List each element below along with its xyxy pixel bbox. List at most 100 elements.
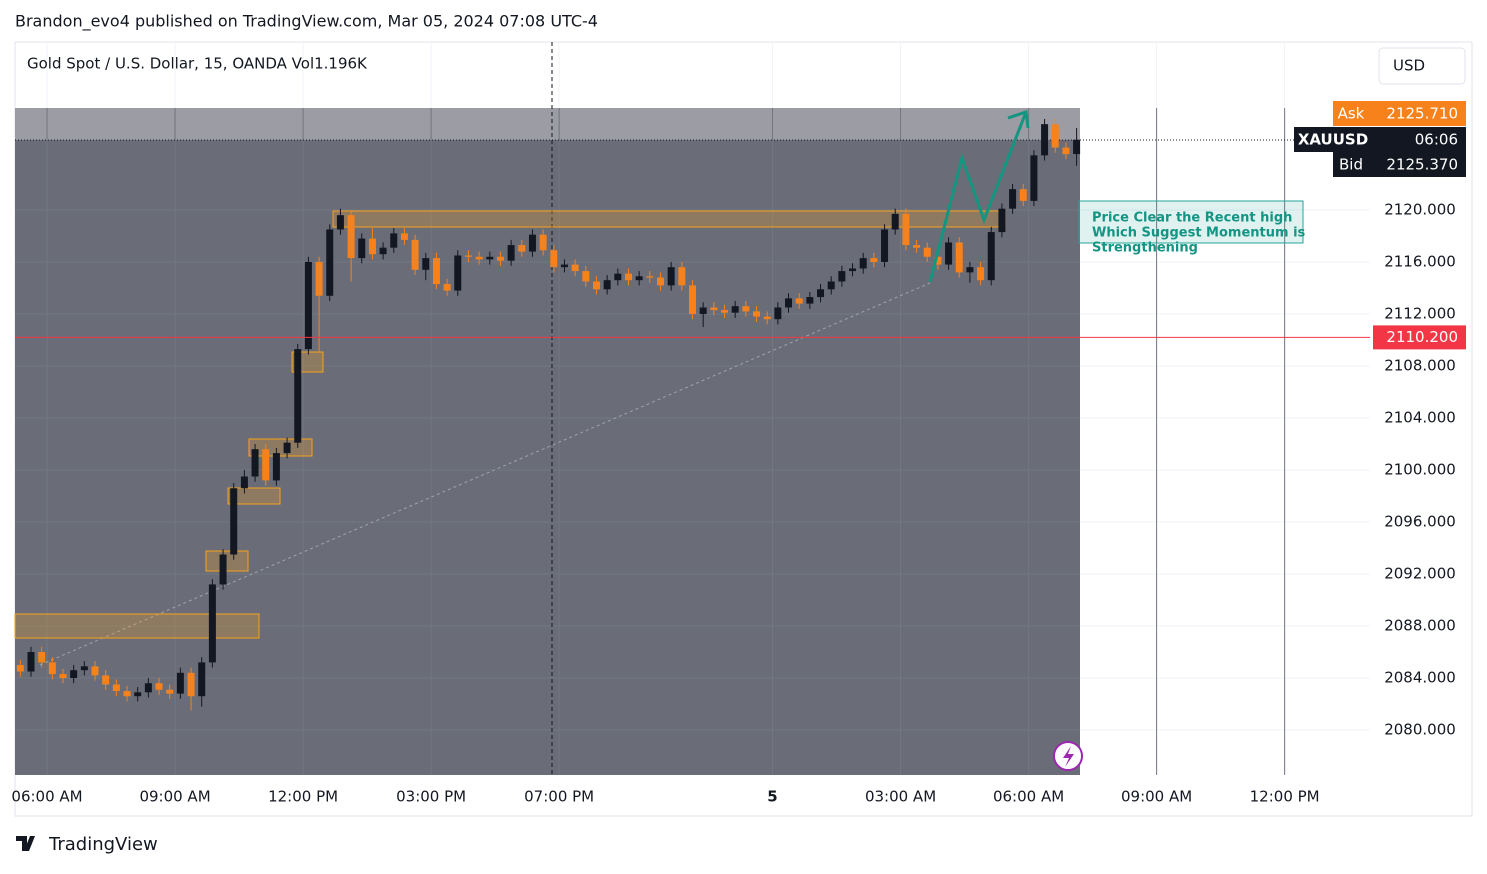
candle-body	[475, 256, 483, 260]
candle-body	[977, 267, 985, 281]
candle-body	[571, 264, 579, 272]
candle-body	[38, 652, 46, 663]
candle-body	[859, 258, 867, 269]
candle-body	[102, 675, 110, 685]
y-tick-label: 2108.000	[1384, 356, 1456, 374]
candle-body	[251, 449, 259, 477]
candle-body	[1030, 155, 1038, 201]
candle-body	[496, 256, 504, 261]
y-tick-label: 2092.000	[1384, 565, 1456, 583]
price-line-label: 2110.200	[1386, 328, 1458, 346]
candle-body	[731, 306, 739, 313]
price-line-tag	[1373, 325, 1466, 350]
candle-body	[91, 666, 99, 676]
candle-body	[48, 662, 56, 675]
candle-body	[721, 310, 729, 313]
logo-text[interactable]: TradingView	[48, 834, 158, 855]
ask-tag	[1373, 101, 1466, 126]
candle-body	[368, 238, 376, 255]
candle-body	[123, 691, 131, 697]
candle-body	[763, 316, 771, 320]
candle-body	[400, 233, 408, 240]
candle-body	[507, 245, 515, 261]
candle-body	[315, 261, 323, 296]
candle-body	[432, 258, 440, 285]
ask-price: 2125.710	[1386, 105, 1458, 123]
candle-body	[902, 213, 910, 246]
logo-mark[interactable]	[16, 836, 35, 851]
annotation-line: Price Clear the Recent high	[1092, 211, 1292, 226]
candle-body	[1009, 189, 1017, 209]
candle-body	[667, 267, 675, 286]
candle-body	[678, 267, 686, 286]
candle-body	[881, 229, 889, 262]
candle-body	[70, 670, 78, 679]
candle-body	[699, 307, 707, 314]
candle-body	[358, 238, 366, 259]
y-tick-label: 2104.000	[1384, 408, 1456, 426]
candle-body	[230, 488, 238, 555]
candle-body	[592, 281, 600, 290]
currency-label[interactable]: USD	[1393, 57, 1425, 75]
candle-body	[870, 258, 878, 262]
currency-button[interactable]	[1378, 47, 1466, 85]
candle-body	[528, 234, 536, 252]
x-tick-label: 12:00 PM	[268, 788, 338, 806]
candle-body	[486, 256, 494, 260]
y-tick-label: 2100.000	[1384, 460, 1456, 478]
x-tick-label: 06:00 AM	[11, 788, 82, 806]
x-tick-label: 12:00 PM	[1250, 788, 1320, 806]
candle-body	[891, 213, 899, 230]
annotation-line: Which Suggest Momentum is	[1092, 226, 1306, 241]
candle-body	[753, 311, 761, 317]
candle-body	[144, 683, 152, 693]
candle-body	[913, 245, 921, 248]
candle-body	[80, 666, 88, 671]
candle-body	[1041, 124, 1049, 156]
y-tick-label: 2084.000	[1384, 669, 1456, 687]
candle-body	[1062, 147, 1070, 155]
candle-body	[166, 689, 174, 694]
candle-body	[550, 250, 558, 268]
candle-body	[635, 276, 643, 281]
annotation-line: Strengthening	[1092, 241, 1198, 256]
candle-body	[464, 255, 472, 257]
x-tick-label: 07:00 PM	[524, 788, 594, 806]
candle-body	[27, 652, 35, 672]
candle-body	[998, 208, 1006, 233]
candle-body	[923, 247, 931, 257]
candle-body	[219, 554, 227, 585]
candle-body	[785, 298, 793, 308]
x-tick-label: 03:00 PM	[396, 788, 466, 806]
candle-body	[987, 232, 995, 281]
symbol-title[interactable]: Gold Spot / U.S. Dollar, 15, OANDA Vol1.…	[27, 55, 368, 73]
candle-body	[646, 276, 654, 278]
alert-bolt	[1063, 746, 1074, 767]
candle-body	[795, 298, 803, 304]
candle-body	[411, 239, 419, 270]
publish-header: Brandon_evo4 published on TradingView.co…	[15, 12, 598, 32]
candle-body	[240, 476, 248, 489]
zone	[205, 550, 249, 572]
bid-name: Bid	[1339, 156, 1363, 174]
candle-body	[336, 215, 344, 230]
candle-body	[443, 284, 451, 291]
annotation-box	[1078, 200, 1304, 244]
candle-body	[849, 268, 857, 272]
candle-body	[272, 453, 280, 481]
ask-tag	[1333, 101, 1373, 126]
projection-arrow	[928, 109, 1030, 283]
x-tick-label: 03:00 AM	[865, 788, 936, 806]
candle-body	[560, 264, 568, 268]
zone	[227, 487, 281, 505]
candle-body	[1073, 139, 1081, 155]
candle-body	[134, 692, 142, 697]
candle-body	[582, 271, 590, 282]
candle-body	[347, 215, 355, 259]
symbol-tag	[1294, 127, 1466, 152]
shaded-band	[15, 108, 1080, 140]
candle-body	[304, 261, 312, 350]
candle-body	[1019, 189, 1027, 201]
